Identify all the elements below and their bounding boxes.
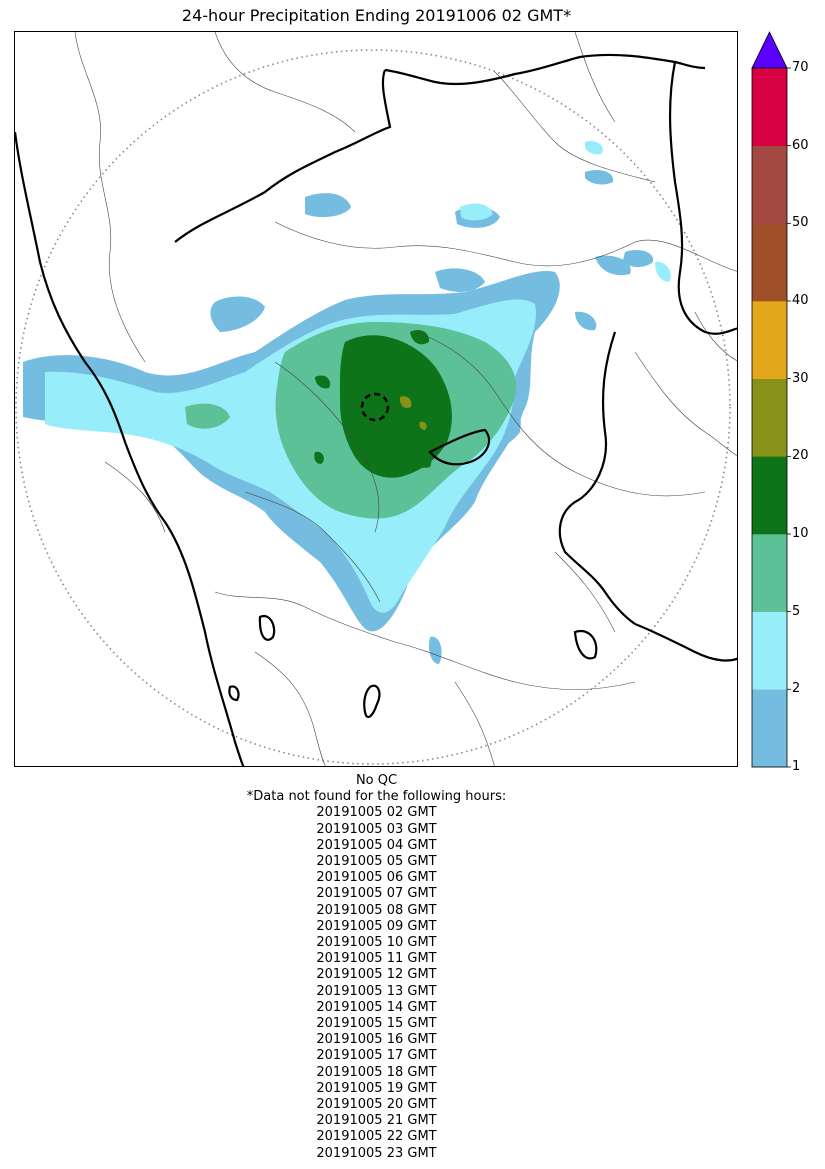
- district-boundaries: [74, 32, 737, 766]
- colorbar-outline: [751, 67, 788, 768]
- missing-hour-item: 20191005 19 GMT: [316, 1080, 437, 1096]
- missing-hour-item: 20191005 15 GMT: [316, 1016, 437, 1032]
- missing-hours-list: 20191005 02 GMT 20191005 03 GMT 20191005 0…: [14, 805, 739, 1161]
- colorbar-band: [752, 611, 787, 690]
- missing-hour-item: 20191005 04 GMT: [316, 837, 437, 853]
- missing-hour-item: 20191005 17 GMT: [316, 1048, 437, 1064]
- colorbar-band: [752, 301, 787, 379]
- colorbar-band: [752, 378, 787, 457]
- colorbar-tick-label: 60: [792, 137, 809, 153]
- colorbar: [751, 31, 791, 768]
- missing-hour-item: 20191005 20 GMT: [316, 1097, 437, 1113]
- missing-hour-item: 20191005 23 GMT: [316, 1145, 437, 1161]
- missing-hour-item: 20191005 10 GMT: [316, 935, 437, 951]
- colorbar-tick-label: 1: [792, 759, 801, 774]
- missing-hour-item: 20191005 02 GMT: [316, 805, 437, 821]
- map-title: 24-hour Precipitation Ending 20191006 02…: [181, 6, 572, 25]
- colorbar-tick-label: 50: [792, 215, 809, 231]
- missing-hour-item: 20191005 12 GMT: [316, 967, 437, 983]
- missing-hour-item: 20191005 18 GMT: [316, 1064, 437, 1080]
- colorbar-tick-label: 40: [792, 293, 809, 308]
- colorbar-band: [752, 534, 787, 612]
- qc-note: No QC: [355, 773, 398, 788]
- missing-hour-item: 20191005 08 GMT: [316, 902, 437, 918]
- state-boundaries: [15, 53, 737, 766]
- colorbar-tick-label: 2: [792, 681, 801, 697]
- missing-hours-header: *Data not found for the following hours:: [246, 789, 507, 805]
- radar-range-ring: [15, 49, 731, 765]
- colorbar-band: [752, 223, 787, 302]
- colorbar-band: [752, 145, 787, 224]
- colorbar-tick-label: 10: [792, 526, 809, 541]
- missing-hour-item: 20191005 05 GMT: [316, 854, 437, 870]
- colorbar-band: [752, 68, 787, 146]
- colorbar-tick-label: 5: [792, 603, 801, 619]
- precip-layer-10-20: [314, 330, 452, 478]
- colorbar-tick-label: 70: [792, 60, 809, 75]
- colorbar-band: [752, 689, 787, 768]
- footer-notes: No QC *Data not found for the following …: [14, 773, 739, 1162]
- missing-hour-item: 20191005 13 GMT: [316, 983, 437, 999]
- missing-hour-item: 20191005 14 GMT: [316, 999, 437, 1015]
- precipitation-map: [14, 31, 738, 767]
- missing-hour-item: 20191005 16 GMT: [316, 1032, 437, 1048]
- map-canvas: [15, 32, 737, 766]
- missing-hour-item: 20191005 22 GMT: [316, 1129, 437, 1145]
- missing-hour-item: 20191005 07 GMT: [316, 886, 437, 902]
- missing-hour-item: 20191005 09 GMT: [316, 918, 437, 934]
- missing-hour-item: 20191005 03 GMT: [316, 821, 437, 837]
- missing-hour-item: 20191005 06 GMT: [316, 870, 437, 886]
- missing-hour-item: 20191005 11 GMT: [316, 951, 437, 967]
- colorbar-tick-label: 20: [792, 448, 809, 464]
- colorbar-extend-arrow: [751, 31, 788, 69]
- radar-site-marker: [360, 392, 390, 422]
- colorbar-band: [752, 456, 787, 535]
- colorbar-tick-label: 30: [792, 370, 809, 386]
- precip-layer-20-30: [399, 396, 427, 430]
- missing-hour-item: 20191005 21 GMT: [316, 1113, 437, 1129]
